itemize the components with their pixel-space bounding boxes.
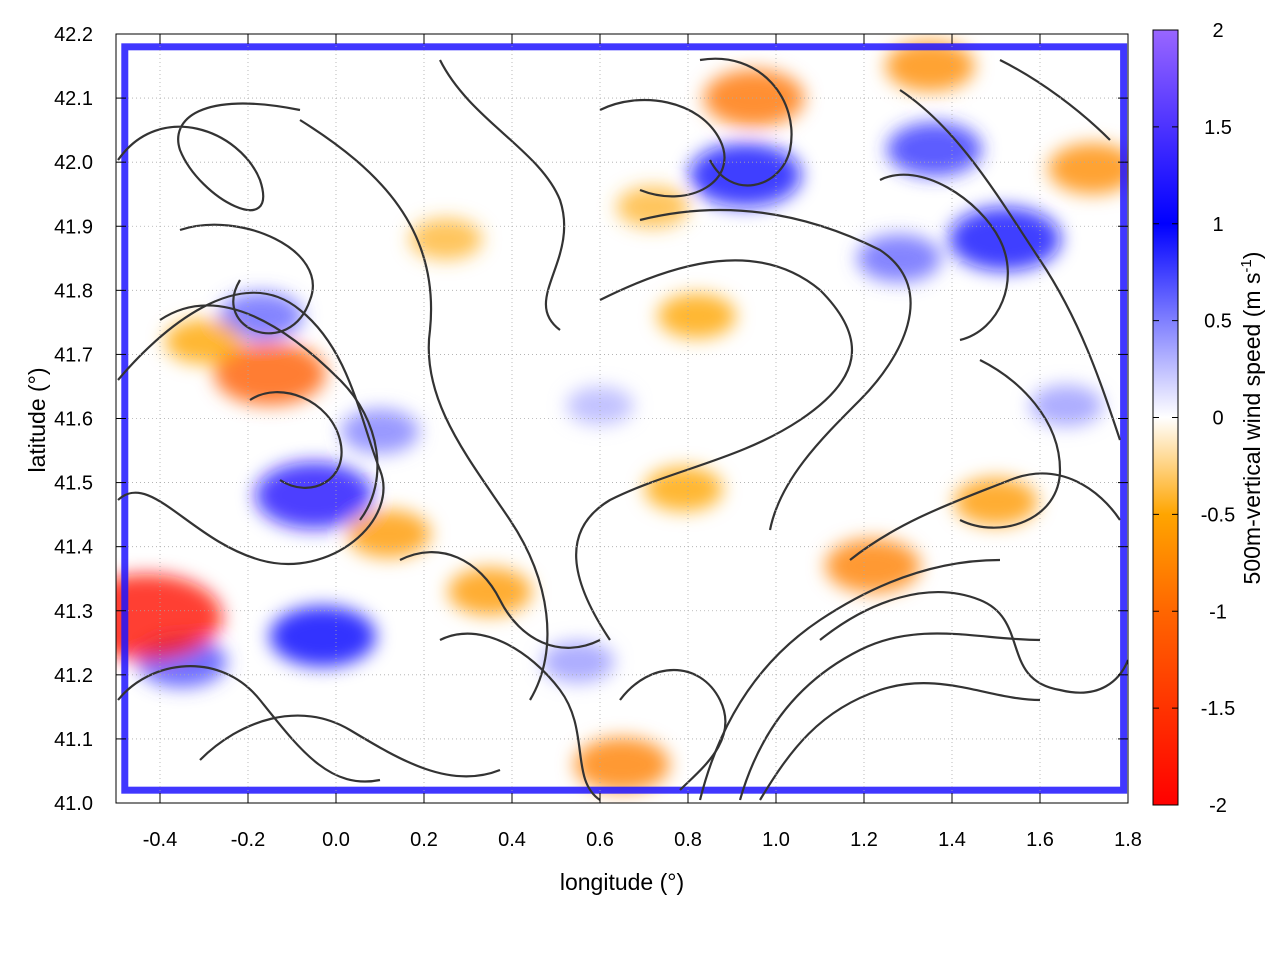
x-tick-label: 1.4	[938, 829, 966, 851]
contour-line	[899, 89, 1122, 441]
y-tick-label: 42.2	[54, 24, 93, 46]
updraft-cell	[948, 207, 1061, 272]
x-tick-label: 1.6	[1026, 829, 1054, 851]
updraft-cell	[566, 386, 634, 425]
contour-line	[439, 632, 601, 801]
updraft-cell	[340, 408, 420, 454]
updraft-cell	[255, 461, 373, 529]
x-tick-label: 0.8	[674, 829, 702, 851]
colorbar-tick-label: 2	[1212, 20, 1223, 42]
y-tick-label: 41.1	[54, 729, 93, 751]
y-tick-label: 41.6	[54, 409, 93, 431]
y-tick-label: 41.9	[54, 216, 93, 238]
x-tick-label: 1.0	[762, 829, 790, 851]
colorbar-ticks: -2 -1.5 -1 -0.5 0 0.5 1 1.5 2	[1153, 20, 1235, 817]
y-axis: 41.0 41.1 41.2 41.3 41.4 41.5 41.6 41.7 41.8 41.9…	[54, 24, 1128, 815]
x-tick-label: 0.2	[410, 829, 438, 851]
colorbar-label: 500m-vertical wind speed (m s-1)	[1238, 252, 1265, 585]
downdraft-cell	[885, 40, 975, 92]
contour-line	[999, 59, 1111, 141]
x-tick-label: 1.2	[850, 829, 878, 851]
x-tick-label: 0.4	[498, 829, 526, 851]
colorbar-label-sup: -1	[1238, 259, 1255, 272]
downdraft-cell	[644, 466, 723, 512]
colorbar-tick-label: -1.5	[1201, 698, 1235, 720]
contour-line	[599, 98, 726, 198]
updraft-cell	[886, 122, 983, 177]
colorbar-tick-label: 1	[1212, 214, 1223, 236]
contour-line	[959, 359, 1062, 529]
updraft-cell	[219, 291, 304, 340]
x-tick-label: 0.6	[586, 829, 614, 851]
contour-line	[249, 391, 343, 489]
downdraft-cell	[574, 737, 670, 792]
y-tick-label: 42.0	[54, 152, 93, 174]
y-axis-label: latitude (°)	[24, 367, 50, 472]
colorbar-label-main: 500m-vertical wind speed (m s	[1239, 273, 1265, 585]
contour-line	[199, 714, 501, 778]
downdraft-cell	[346, 509, 431, 558]
updraft-cell	[269, 605, 376, 667]
downdraft-cell	[448, 567, 532, 616]
colorbar-tick-label: -1	[1209, 601, 1227, 623]
y-tick-label: 41.0	[54, 793, 93, 815]
contour-line	[575, 259, 854, 641]
contour-line	[849, 472, 1121, 561]
contour-line	[879, 173, 1009, 342]
contour-line	[299, 119, 549, 701]
colorbar-tick-label: -0.5	[1201, 504, 1235, 526]
y-tick-label: 41.2	[54, 665, 93, 687]
y-tick-label: 41.5	[54, 473, 93, 495]
colorbar-tick-label: -2	[1209, 795, 1227, 817]
contour-line	[117, 102, 301, 212]
contour-line	[738, 632, 1041, 801]
y-tick-label: 41.7	[54, 344, 93, 366]
x-tick-label: -0.2	[231, 829, 265, 851]
downdraft-cell	[1048, 142, 1128, 195]
downdraft-cell	[164, 319, 244, 364]
downdraft-cell	[657, 293, 736, 339]
downdraft-cell	[409, 218, 483, 260]
x-tick-label: -0.4	[143, 829, 177, 851]
contour-line	[399, 551, 601, 649]
x-axis-label: longitude (°)	[560, 869, 684, 895]
y-tick-label: 41.4	[54, 537, 93, 559]
updraft-cell	[541, 641, 615, 683]
updraft-cell	[857, 234, 942, 283]
colorbar-tick-label: 0	[1212, 408, 1223, 430]
updraft-cell	[689, 142, 802, 207]
contour-line	[159, 304, 379, 521]
downdraft-cell	[116, 573, 223, 661]
x-tick-label: 0.0	[322, 829, 350, 851]
y-tick-label: 41.8	[54, 280, 93, 302]
contour-line	[819, 591, 1128, 694]
downdraft-cell	[954, 477, 1038, 526]
contour-lines	[117, 57, 1128, 801]
colorbar-tick-label: 1.5	[1204, 117, 1232, 139]
colorbar-label-close: )	[1239, 252, 1265, 260]
downdraft-cell	[703, 69, 805, 127]
x-axis: -0.4 -0.2 0.0 0.2 0.4 0.6 0.8 1.0 1.2 1.4 1.6 1.8	[143, 34, 1142, 851]
contour-line	[439, 59, 566, 331]
updraft-cell	[1030, 384, 1103, 427]
downdraft-cell	[616, 186, 690, 228]
contour-line	[699, 57, 793, 187]
contour-line	[117, 665, 381, 783]
contour-line	[117, 291, 385, 566]
contour-line	[759, 682, 1041, 801]
contour-line	[619, 669, 727, 791]
y-tick-label: 42.1	[54, 88, 93, 110]
y-tick-label: 41.3	[54, 601, 93, 623]
heatmap-field	[116, 40, 1128, 792]
colorbar-tick-label: 0.5	[1204, 311, 1232, 333]
x-tick-label: 1.8	[1114, 829, 1142, 851]
downdraft-cell	[214, 341, 326, 406]
contour-line	[639, 208, 912, 531]
contour-line	[179, 223, 314, 335]
